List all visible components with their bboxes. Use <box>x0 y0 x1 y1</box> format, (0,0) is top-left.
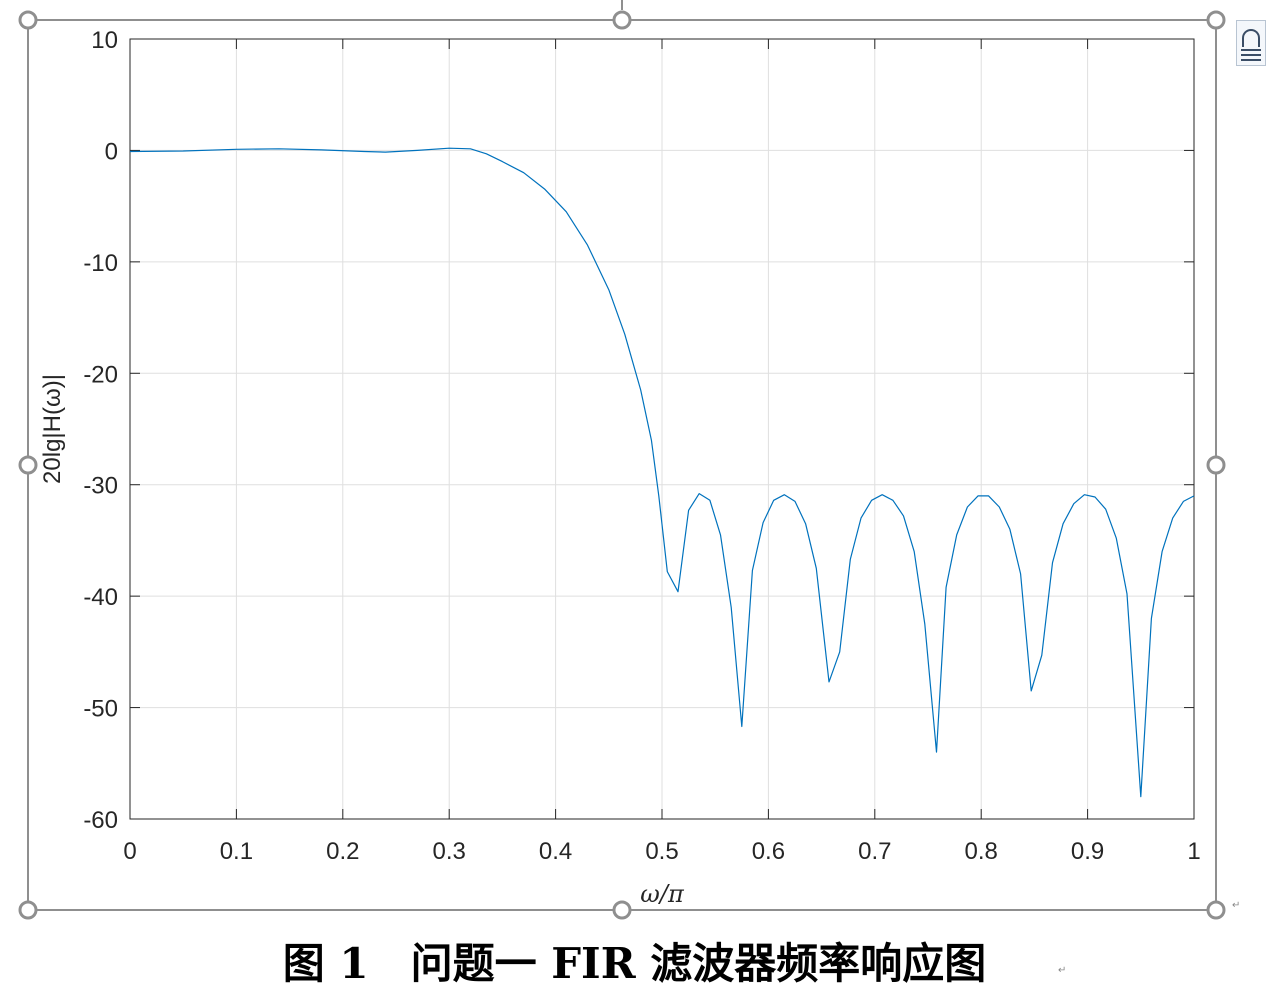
grid <box>129 38 1195 820</box>
x-tick-label: 0.3 <box>433 838 466 865</box>
resize-handle-top-left[interactable] <box>18 10 38 30</box>
y-tick-label: -10 <box>83 250 118 277</box>
x-tick-label: 0.1 <box>220 838 253 865</box>
x-tick-label: 0.2 <box>326 838 359 865</box>
series-group <box>129 147 1195 798</box>
x-tick-label: 0.9 <box>1071 838 1104 865</box>
x-tick-label: 0.5 <box>645 838 678 865</box>
resize-handle-left[interactable] <box>18 455 38 475</box>
x-tick-label: 0.4 <box>539 838 572 865</box>
figure-frame[interactable] <box>27 0 1217 911</box>
y-tick-label: 0 <box>105 138 118 165</box>
x-tick-label: 0.7 <box>858 838 891 865</box>
layout-options-icon[interactable] <box>1236 20 1266 66</box>
chart: 0 0.1 0.2 0.3 0.4 0.5 0.6 0.7 0.8 0.9 1 10 0 -10 -20 -3… <box>18 0 1226 920</box>
resize-handles[interactable] <box>18 10 1226 920</box>
x-tick-label: 0 <box>123 838 136 865</box>
resize-handle-bottom-left[interactable] <box>18 900 38 920</box>
paragraph-mark-caption: ↵ <box>1058 965 1067 976</box>
y-tick-label: 10 <box>91 27 118 54</box>
x-tick-label: 0.6 <box>752 838 785 865</box>
x-tick-label: 1 <box>1187 838 1200 865</box>
resize-handle-bottom[interactable] <box>612 900 632 920</box>
y-axis-label: 20lg|H(ω)| <box>39 374 66 484</box>
resize-handle-top-right[interactable] <box>1206 10 1226 30</box>
ticks: 0 0.1 0.2 0.3 0.4 0.5 0.6 0.7 0.8 0.9 1 10 0 -10 -20 -3… <box>83 27 1200 865</box>
paragraph-mark: ↵ <box>1232 900 1241 911</box>
y-tick-label: -20 <box>83 361 118 388</box>
resize-handle-bottom-right[interactable] <box>1206 900 1226 920</box>
y-tick-label: -50 <box>83 696 118 723</box>
y-tick-label: -40 <box>83 584 118 611</box>
resize-handle-top[interactable] <box>612 10 632 30</box>
x-tick-label: 0.8 <box>965 838 998 865</box>
figure-caption: 图 1 问题一 FIR 滤波器频率响应图 <box>282 939 987 988</box>
y-tick-label: -30 <box>83 473 118 500</box>
resize-handle-right[interactable] <box>1206 455 1226 475</box>
series-line <box>129 147 1195 798</box>
y-tick-label: -60 <box>83 807 118 834</box>
x-axis-label: ω/π <box>640 880 685 908</box>
